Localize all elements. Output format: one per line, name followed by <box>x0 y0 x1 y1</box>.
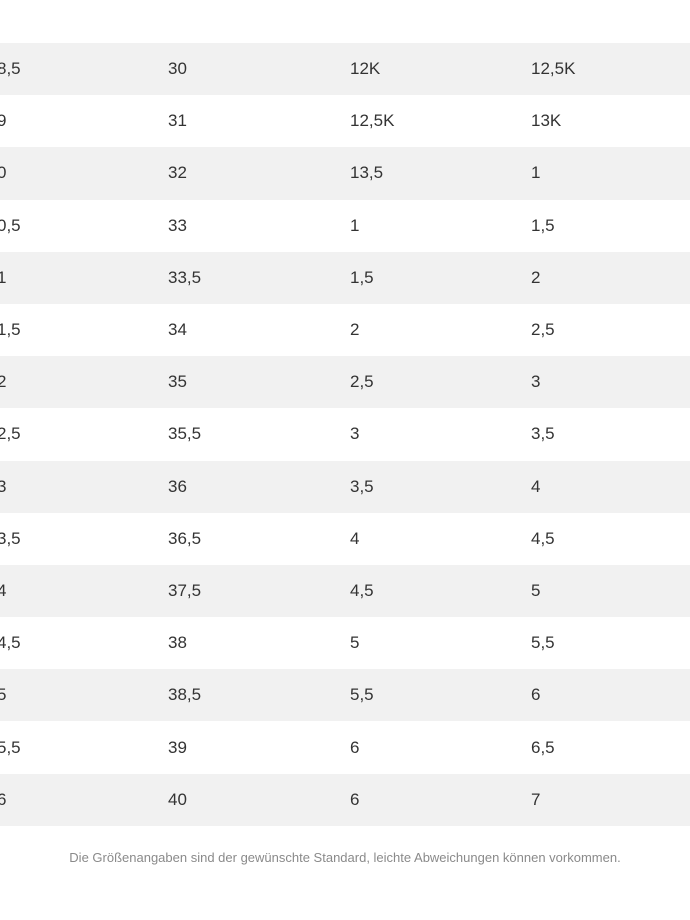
table-cell: 1,5 <box>531 215 555 235</box>
table-cell: 2 <box>0 372 7 392</box>
table-cell: 34 <box>168 320 187 340</box>
table-cell: 13K <box>531 111 562 131</box>
table-row: 5 38,5 5,5 6 <box>0 669 690 722</box>
table-row: 0 32 13,5 1 <box>0 147 690 200</box>
table-cell: 4 <box>0 580 7 600</box>
table-cell: 6 <box>0 789 7 809</box>
table-cell: 3 <box>531 372 541 392</box>
table-cell: 33,5 <box>168 267 202 287</box>
table-cell: 1 <box>350 215 360 235</box>
table-row: 8,5 30 12K 12,5K <box>0 43 690 96</box>
table-row: 4 37,5 4,5 5 <box>0 564 690 618</box>
table-cell: 7 <box>531 789 541 809</box>
table-cell: 35 <box>168 372 187 392</box>
table-cell: 1 <box>0 267 7 287</box>
table-cell: 6,5 <box>531 737 555 757</box>
table-cell: 36 <box>168 476 187 496</box>
table-cell: 3,5 <box>531 424 555 444</box>
table-cell: 6 <box>350 789 360 809</box>
table-cell: 2,5 <box>350 372 374 392</box>
table-cell: 38 <box>168 633 187 653</box>
table-cell: 9 <box>0 111 7 131</box>
table-cell: 12,5K <box>350 111 395 131</box>
table-row: 3 36 3,5 4 <box>0 460 690 513</box>
table-cell: 35,5 <box>168 424 202 444</box>
table-cell: 12,5K <box>531 59 576 79</box>
table-cell: 31 <box>168 111 187 131</box>
table-row: 5,5 39 6 6,5 <box>0 721 690 773</box>
table-cell: 36,5 <box>168 528 202 548</box>
table-cell: 12K <box>350 59 381 79</box>
table-cell: 0 <box>0 163 7 183</box>
table-cell: 3 <box>350 424 360 444</box>
table-cell: 30 <box>168 59 187 79</box>
size-disclaimer: Die Größenangaben sind der gewünschte St… <box>69 850 621 865</box>
table-cell: 3 <box>0 476 7 496</box>
table-cell: 6 <box>350 737 360 757</box>
table-row: 4,5 38 5 5,5 <box>0 617 690 669</box>
table-cell: 1,5 <box>350 267 374 287</box>
table-row: 6 40 6 7 <box>0 773 690 826</box>
table-row: 9 31 12,5K 13K <box>0 95 690 147</box>
table-cell: 33 <box>168 215 187 235</box>
table-cell: 5,5 <box>0 737 21 757</box>
table-cell: 0,5 <box>0 215 21 235</box>
table-cell: 1,5 <box>0 320 21 340</box>
table-cell: 39 <box>168 737 187 757</box>
table-cell: 32 <box>168 163 187 183</box>
table-row: 3,5 36,5 4 4,5 <box>0 513 690 565</box>
table-cell: 4 <box>350 528 360 548</box>
table-cell: 4,5 <box>350 580 374 600</box>
table-cell: 13,5 <box>350 163 384 183</box>
table-cell: 5,5 <box>350 685 374 705</box>
table-cell: 5,5 <box>531 633 555 653</box>
table-cell: 5 <box>0 685 7 705</box>
table-cell: 2,5 <box>0 424 21 444</box>
table-cell: 1 <box>531 163 541 183</box>
table-cell: 4 <box>531 476 541 496</box>
size-table: 8,5 30 12K 12,5K 9 31 12,5K 13K 0 32 13,5 1 0,5 33 1 1,… <box>0 43 690 826</box>
table-cell: 4,5 <box>531 528 555 548</box>
table-row: 1,5 34 2 2,5 <box>0 304 690 356</box>
table-cell: 40 <box>168 789 187 809</box>
table-cell: 3,5 <box>350 476 374 496</box>
table-row: 1 33,5 1,5 2 <box>0 251 690 304</box>
table-cell: 5 <box>350 633 360 653</box>
table-cell: 37,5 <box>168 580 202 600</box>
table-cell: 6 <box>531 685 541 705</box>
table-cell: 4,5 <box>0 633 21 653</box>
table-cell: 3,5 <box>0 528 21 548</box>
table-cell: 2 <box>531 267 541 287</box>
table-cell: 38,5 <box>168 685 202 705</box>
table-cell: 5 <box>531 580 541 600</box>
table-cell: 2 <box>350 320 360 340</box>
table-row: 2 35 2,5 3 <box>0 356 690 409</box>
table-row: 0,5 33 1 1,5 <box>0 200 690 252</box>
table-row: 2,5 35,5 3 3,5 <box>0 408 690 460</box>
table-cell: 8,5 <box>0 59 21 79</box>
table-cell: 2,5 <box>531 320 555 340</box>
